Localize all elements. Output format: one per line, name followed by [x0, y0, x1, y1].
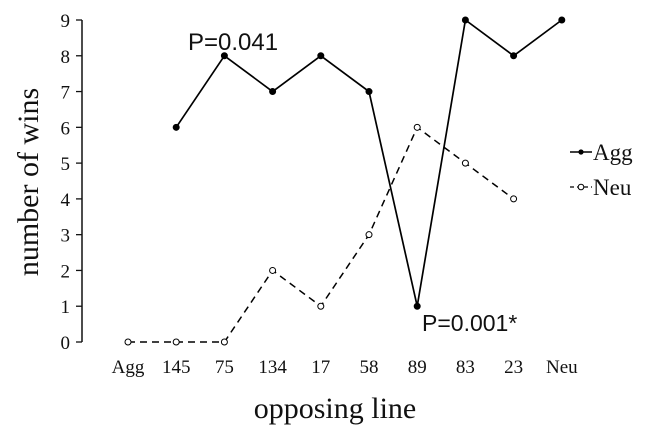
x-tick-label: 23: [504, 357, 523, 378]
data-point-agg: [220, 52, 228, 60]
data-point-agg: [365, 88, 373, 96]
data-point-neu: [413, 123, 421, 131]
data-point-neu: [461, 159, 469, 167]
y-tick-label: 6: [61, 118, 71, 139]
data-point-neu: [124, 338, 132, 346]
legend: Agg Neu: [570, 140, 633, 200]
data-point-neu: [317, 302, 325, 310]
y-tick-label: 8: [61, 47, 71, 68]
data-point-agg: [510, 52, 518, 60]
x-tick-label: 83: [456, 357, 475, 378]
y-tick-label: 0: [61, 333, 71, 354]
x-tick-label: 89: [408, 357, 427, 378]
series-line-agg: [175, 18, 563, 307]
y-tick-label: 5: [61, 154, 71, 175]
data-point-neu: [220, 338, 228, 346]
annotation-p-0001: P=0.001*: [422, 310, 517, 336]
data-point-agg: [317, 52, 325, 60]
data-point-neu: [269, 266, 277, 274]
x-tick-label: 75: [215, 357, 234, 378]
legend-agg-marker: [578, 149, 584, 155]
x-tick-label: 17: [311, 357, 330, 378]
y-tick-label: 3: [61, 226, 71, 247]
data-point-neu: [172, 338, 180, 346]
x-axis-title: opposing line: [254, 392, 417, 425]
x-tick-label: 58: [360, 357, 379, 378]
data-point-agg: [461, 16, 469, 24]
data-point-neu: [510, 195, 518, 203]
legend-neu-label: Neu: [593, 175, 632, 200]
annotation-p-0041: P=0.041: [188, 29, 278, 56]
x-tick-labels: Agg 145 75 134 17 58 89 83 23 Neu: [112, 357, 578, 378]
x-tick-label: Agg: [112, 357, 145, 378]
y-tick-label: 7: [61, 83, 71, 104]
x-tick-label: Neu: [546, 357, 578, 378]
data-point-agg: [269, 88, 277, 96]
y-tick-label: 1: [61, 297, 71, 318]
series-layer: [124, 16, 566, 346]
x-tick-label: 134: [258, 357, 287, 378]
y-axis-title: number of wins: [12, 88, 45, 276]
data-point-agg: [558, 16, 566, 24]
x-tick-label: 145: [162, 357, 191, 378]
data-point-neu: [365, 231, 373, 239]
y-tick-label: 4: [61, 190, 71, 211]
data-point-agg: [413, 302, 421, 310]
legend-agg-label: Agg: [593, 140, 633, 165]
y-ticks: 0 1 2 3 4 5 6 7 8 9: [61, 11, 82, 354]
legend-neu-marker: [577, 183, 585, 191]
y-tick-label: 2: [61, 261, 71, 282]
data-point-agg: [172, 123, 180, 131]
y-tick-label: 9: [61, 11, 71, 32]
